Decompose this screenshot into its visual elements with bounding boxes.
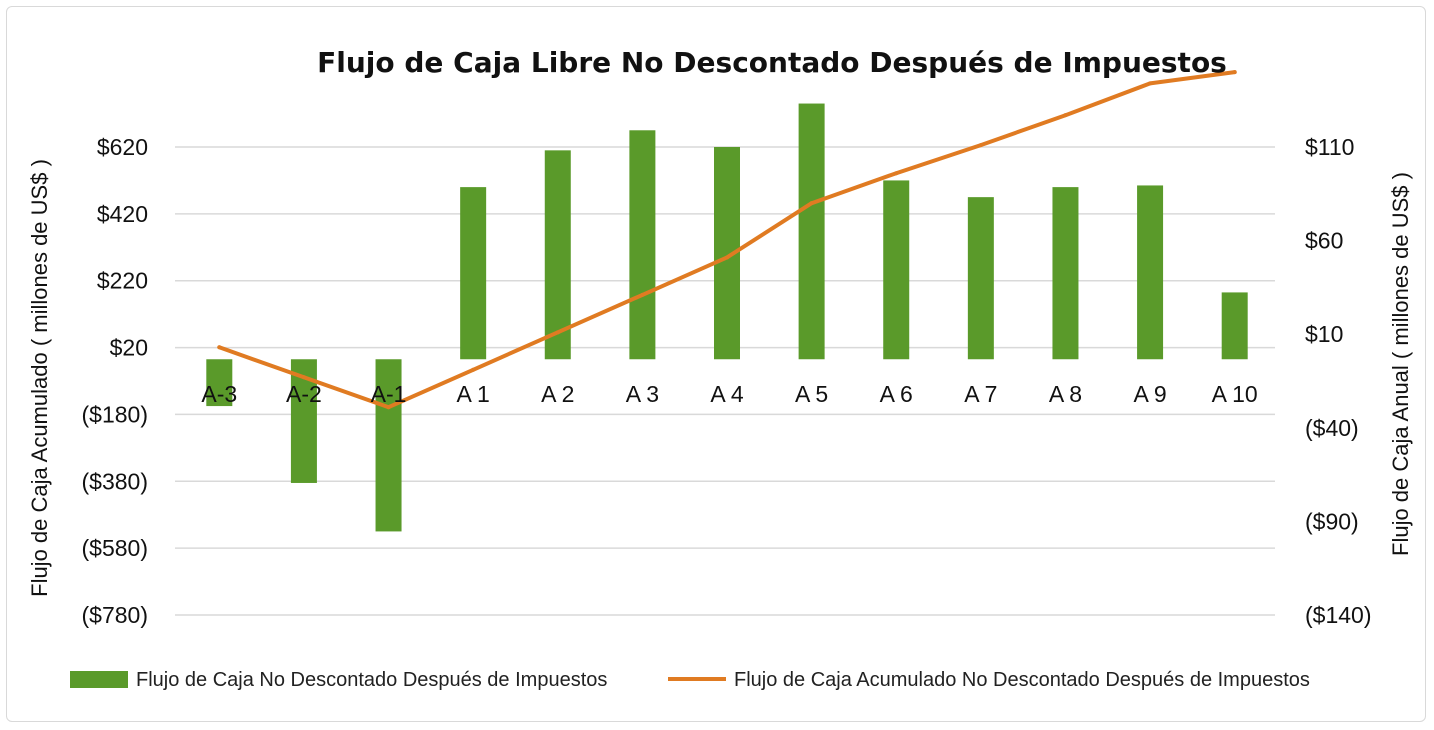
line-point [809,201,814,206]
right-axis-ticks: $110 $60 $10 ($40) ($90) ($140) [1305,134,1371,628]
bar [460,187,487,360]
bar [798,103,825,360]
right-tick-label: ($140) [1305,602,1371,628]
bar [629,130,656,360]
bar [967,197,994,360]
category-label: A-1 [371,381,407,407]
line-point [386,405,391,410]
right-tick-label: ($90) [1305,508,1359,534]
left-tick-label: $620 [97,134,148,160]
bar [1137,185,1164,360]
right-tick-label: $110 [1305,134,1354,160]
line-point [471,367,476,372]
bar [883,180,910,360]
bar [1052,187,1079,360]
line-point [1148,81,1153,86]
left-tick-label: $220 [97,268,148,294]
right-axis-title: Flujo de Caja Anual ( millones de US$ ) [1388,172,1413,556]
left-tick-label: $20 [110,335,148,361]
left-axis-title: Flujo de Caja Acumulado ( millones de US… [27,159,52,597]
bar-series [206,103,1248,532]
category-labels: A-3 A-2 A-1 A 1 A 2 A 3 A 4 A 5 A 6 A 7 A 8 A 9 A 10 [201,381,1257,407]
line-point [978,143,983,148]
legend-bar-swatch [70,671,128,688]
left-tick-label: $420 [97,201,148,227]
category-label: A 7 [964,381,997,407]
right-tick-label: $60 [1305,228,1343,254]
legend-bar-label: Flujo de Caja No Descontado Después de I… [136,669,607,691]
line-point [894,171,899,176]
line-point [1063,113,1068,118]
category-label: A 2 [541,381,574,407]
bar [1221,292,1248,360]
line-point [301,375,306,380]
line-series [217,70,1237,410]
bar [206,359,233,407]
left-tick-label: ($580) [82,535,148,561]
legend-line-label: Flujo de Caja Acumulado No Descontado De… [734,669,1310,691]
category-label: A-2 [286,381,322,407]
left-tick-label: ($780) [82,602,148,628]
chart-title: Flujo de Caja Libre No Descontado Despué… [317,46,1227,79]
category-label: A 10 [1212,381,1258,407]
gridlines [175,146,1275,616]
chart-frame [6,6,1426,722]
line-point [217,345,222,350]
right-tick-label: $10 [1305,321,1343,347]
left-tick-label: ($380) [82,468,148,494]
category-label: A 6 [880,381,913,407]
category-label: A 1 [457,381,490,407]
bar [544,150,571,360]
category-label: A 4 [710,381,743,407]
left-axis-ticks: $620 $420 $220 $20 ($180) ($380) ($580) ($780) [82,134,148,628]
category-label: A 3 [626,381,659,407]
line-point [725,255,729,260]
line-point [640,292,645,297]
line-point [555,330,560,335]
category-label: A 5 [795,381,828,407]
category-label: A 8 [1049,381,1082,407]
left-tick-label: ($180) [82,401,148,427]
right-tick-label: ($40) [1305,415,1359,441]
legend: Flujo de Caja No Descontado Después de I… [70,669,1310,691]
category-label: A 9 [1133,381,1166,407]
line-point [1232,70,1237,75]
category-label: A-3 [201,381,237,407]
bar [375,359,402,532]
